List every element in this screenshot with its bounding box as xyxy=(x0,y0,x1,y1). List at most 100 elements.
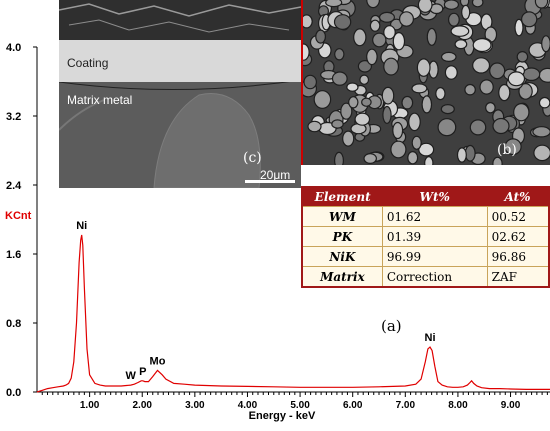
sem-grain xyxy=(342,130,355,147)
sem-grain xyxy=(315,29,327,44)
y-tick-label: 4.0 xyxy=(6,42,21,54)
sem-grain xyxy=(372,32,387,48)
peak-label: P xyxy=(139,366,146,378)
sem-grain xyxy=(331,71,348,86)
sem-grain xyxy=(534,0,549,9)
table-row: Matrix Correction ZAF xyxy=(301,266,550,288)
sem-grain xyxy=(340,102,353,120)
coating-layer xyxy=(59,40,301,82)
sem-grain xyxy=(424,156,434,165)
sem-grain xyxy=(378,11,395,23)
sem-grain xyxy=(514,18,524,37)
sem-grain xyxy=(504,138,522,156)
sem-grain xyxy=(479,79,494,95)
sem-grain xyxy=(450,25,470,37)
sem-surface-image: (b) xyxy=(301,0,550,165)
sem-grain xyxy=(421,95,433,114)
sem-grain xyxy=(383,25,396,40)
sem-surface-texture xyxy=(303,0,550,165)
sem-grain xyxy=(408,112,421,132)
y-tick-label: 1.6 xyxy=(6,249,21,261)
sem-grain xyxy=(522,67,541,81)
sem-grain xyxy=(454,39,468,50)
peak-label: Mo xyxy=(150,355,166,367)
sem-grain xyxy=(313,90,332,109)
sem-grain xyxy=(363,153,377,165)
sem-grain xyxy=(357,60,373,73)
sem-grain xyxy=(361,97,372,107)
table-row: WM 01.62 00.52 xyxy=(301,206,550,227)
table-header-element: Element xyxy=(302,187,383,207)
sem-grain xyxy=(513,102,530,122)
sem-grain xyxy=(303,74,317,90)
sem-grain xyxy=(366,0,380,9)
y-tick-label: 2.4 xyxy=(6,180,22,192)
y-tick-label: 3.2 xyxy=(6,111,21,123)
sem-coating-image: Coating Matrix metal (c) 20μm xyxy=(59,0,301,188)
sem-grain xyxy=(440,103,455,115)
sem-grain xyxy=(541,35,550,53)
table-cell-wt: 01.39 xyxy=(381,226,488,247)
sem-grain xyxy=(507,71,526,87)
matrix-metal-label: Matrix metal xyxy=(67,93,133,107)
sem-grain xyxy=(411,135,422,150)
sem-grain xyxy=(492,117,510,135)
sem-grain xyxy=(369,19,381,32)
table-header-row: Element Wt% At% xyxy=(302,187,549,207)
sem-grain xyxy=(333,14,352,30)
x-tick-label: 5.00 xyxy=(290,400,310,411)
sem-grain xyxy=(383,57,399,76)
sem-grain xyxy=(437,118,457,137)
chart-axes xyxy=(36,47,550,393)
scale-bar xyxy=(245,180,295,183)
sem-grain xyxy=(435,86,446,101)
sem-grain xyxy=(303,14,313,29)
table-cell-at: ZAF xyxy=(486,266,550,288)
x-tick-group: 1.00 2.00 3.00 4.00 5.00 6.00 7.00 8.00 9.00 xyxy=(41,392,548,411)
sem-grain xyxy=(464,83,476,96)
y-tick-label: 0.0 xyxy=(6,387,21,399)
sem-grain xyxy=(518,82,533,100)
sem-grain xyxy=(416,58,431,77)
table-header-wt: Wt% xyxy=(382,187,488,207)
sem-grain xyxy=(485,101,496,114)
x-tick-label: 6.00 xyxy=(343,400,363,411)
sem-grain xyxy=(407,150,419,165)
table-cell-element: PK xyxy=(301,226,383,247)
x-tick-label: 8.00 xyxy=(448,400,468,411)
sem-grain xyxy=(471,0,484,8)
coating-label: Coating xyxy=(67,56,109,70)
peak-label: Ni xyxy=(76,220,87,232)
sem-grain xyxy=(533,144,550,162)
table-cell-element: Matrix xyxy=(301,266,383,288)
x-tick-label: 1.00 xyxy=(80,400,100,411)
x-tick-label: 7.00 xyxy=(396,400,416,411)
sem-grain xyxy=(331,119,344,129)
table-cell-wt: Correction xyxy=(381,266,488,288)
sem-grain xyxy=(443,0,459,10)
sem-grain xyxy=(382,105,392,124)
peak-label-group: Ni W P Mo Ni xyxy=(76,220,435,382)
panel-label-b: (b) xyxy=(497,142,517,158)
table-cell-wt: 96.99 xyxy=(381,246,488,267)
table-row: PK 01.39 02.62 xyxy=(301,226,550,247)
sem-grain xyxy=(348,96,359,109)
sem-grain xyxy=(417,0,433,13)
sem-grain xyxy=(303,43,310,61)
table-cell-wt: 01.62 xyxy=(381,206,488,227)
sem-grain xyxy=(401,95,414,110)
sem-grain xyxy=(469,119,487,136)
sem-grain xyxy=(456,147,467,163)
sem-grain xyxy=(381,86,395,105)
table-header-at: At% xyxy=(487,187,549,207)
sem-grain xyxy=(520,11,538,28)
sem-grain xyxy=(359,74,370,85)
sem-grain xyxy=(532,126,550,138)
x-tick-label: 9.00 xyxy=(501,400,521,411)
table-cell-at: 02.62 xyxy=(486,226,550,247)
peak-label: W xyxy=(125,370,136,382)
panel-label-a: (a) xyxy=(381,317,402,335)
sem-grain xyxy=(325,0,343,8)
sem-grain xyxy=(392,31,406,51)
